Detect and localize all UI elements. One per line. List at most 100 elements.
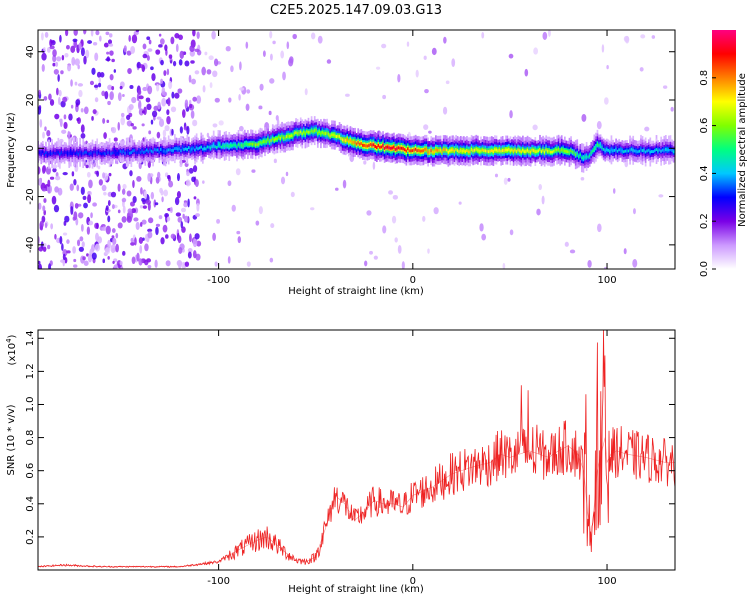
- spectrogram-cell: [236, 230, 241, 235]
- spectrogram-cell: [451, 58, 456, 68]
- spectrogram-ridge-cell: [466, 149, 468, 152]
- spectrogram-ridge-cell: [427, 150, 429, 154]
- spectrogram-cell: [285, 171, 289, 177]
- spectrogram-cell: [109, 73, 114, 81]
- spectrogram-panel: -100 0 100 -40 -20 0 20 40 Height of straight …: [6, 29, 676, 297]
- spectrogram-cell: [184, 261, 190, 267]
- spectrogram-ridge-cell: [587, 155, 589, 159]
- spectrogram-cell: [74, 58, 80, 66]
- spectrogram-cell: [235, 168, 241, 176]
- spectrogram-cell: [662, 85, 668, 89]
- spectrogram-ridge-cell: [542, 148, 544, 152]
- spectrogram-cell: [146, 103, 152, 111]
- spectrogram-cell: [52, 164, 58, 169]
- spectrogram-ridge-cell: [579, 153, 582, 157]
- spectrogram-ytick-label: 40: [25, 45, 36, 58]
- spectrogram-cell: [192, 165, 198, 173]
- spectrogram-cell: [103, 42, 109, 48]
- spectrogram-ridge-cell: [565, 150, 568, 153]
- spectrogram-cell: [73, 264, 78, 268]
- spectrogram-cell: [53, 204, 60, 213]
- spectrogram-ridge-cell: [299, 130, 302, 134]
- spectrogram-ridge-cell: [276, 137, 279, 141]
- spectrogram-cell: [140, 187, 143, 195]
- spectrogram-cell: [82, 256, 86, 261]
- spectrogram-ridge-cell: [536, 150, 538, 154]
- colorbar-tick-label: 0.2: [699, 213, 710, 229]
- spectrogram-cell: [139, 245, 143, 254]
- spectrogram-cell: [165, 234, 169, 239]
- spectrogram-ridge-cell: [626, 149, 628, 153]
- spectrogram-cell: [80, 133, 86, 139]
- spectrogram-ridge-cell: [375, 146, 378, 149]
- spectrogram-cell: [150, 191, 155, 200]
- spectrogram-ridge-cell: [343, 138, 346, 142]
- spectrogram-cell: [212, 123, 218, 128]
- spectrogram-ridge-cell: [181, 146, 184, 150]
- spectrogram-cell: [38, 202, 42, 210]
- colorbar-gradient: [712, 30, 736, 269]
- spectrogram-cell: [423, 124, 429, 130]
- spectrogram-ridge-cell: [349, 139, 352, 143]
- spectrogram-cell: [104, 90, 109, 100]
- spectrogram-cell: [92, 109, 97, 115]
- spectrogram-frame: [37, 29, 676, 270]
- spectrogram-cell: [138, 108, 144, 116]
- spectrogram-ridge-cell: [425, 147, 428, 151]
- spectrogram-cell: [168, 54, 173, 59]
- spectrogram-cell: [67, 64, 72, 72]
- spectrogram-cell: [74, 81, 78, 86]
- spectrogram-cell: [639, 67, 644, 72]
- spectrogram-cell: [171, 128, 174, 136]
- spectrogram-ridge-cell: [271, 137, 274, 141]
- spectrogram-cell: [227, 180, 232, 187]
- snr-ytick-label: 1.4: [25, 330, 36, 346]
- spectrogram-cell: [71, 171, 75, 177]
- spectrogram-cell: [269, 30, 273, 39]
- spectrogram-ridge-cell: [184, 147, 187, 151]
- spectrogram-ridge-cell: [259, 140, 262, 144]
- spectrogram-ridge-cell: [312, 130, 314, 133]
- spectrogram-ridge-cell: [355, 142, 358, 146]
- spectrogram-ridge-cell: [532, 149, 535, 153]
- spectrogram-cell: [154, 202, 159, 206]
- spectrogram-ridge-cell: [318, 130, 321, 134]
- spectrogram-ridge-cell: [563, 149, 566, 153]
- spectrogram-cell: [111, 235, 115, 239]
- spectrogram-cell: [49, 39, 53, 47]
- spectrogram-cell: [61, 54, 65, 61]
- spectrogram-cell: [163, 91, 168, 97]
- spectrogram-ridge-cell: [643, 148, 645, 152]
- spectrogram-cell: [121, 197, 127, 203]
- spectrogram-cell: [239, 87, 245, 91]
- spectrogram-ridge-cell: [234, 143, 237, 147]
- spectrogram-cell: [155, 223, 161, 227]
- spectrogram-ridge-cell: [627, 149, 630, 153]
- spectrogram-cell: [90, 30, 94, 37]
- spectrogram-cell: [166, 68, 170, 76]
- spectrogram-ridge-cell: [591, 149, 594, 153]
- spectrogram-cell: [196, 240, 202, 247]
- spectrogram-cell: [189, 103, 193, 109]
- spectrogram-ridge-cell: [559, 149, 562, 153]
- spectrogram-cell: [120, 112, 125, 118]
- spectrogram-ridge-cell: [288, 134, 291, 138]
- spectrogram-cell: [310, 32, 316, 40]
- spectrogram-cell: [280, 50, 285, 59]
- spectrogram-ridge-cell: [371, 143, 374, 147]
- spectrogram-cell: [130, 241, 135, 246]
- spectrogram-cell: [121, 188, 126, 195]
- spectrogram-cell: [58, 89, 62, 97]
- spectrogram-ridge-cell: [265, 140, 268, 143]
- spectrogram-cell: [381, 43, 387, 49]
- spectrogram-cell: [335, 187, 339, 191]
- spectrogram-cell: [52, 62, 56, 67]
- spectrogram-cell: [259, 83, 264, 91]
- spectrogram-cell: [509, 110, 513, 119]
- spectrogram-ridge-cell: [528, 150, 530, 153]
- spectrogram-ridge-cell: [543, 150, 546, 154]
- spectrogram-ridge-cell: [480, 149, 482, 153]
- spectrogram-cell: [96, 71, 102, 78]
- spectrogram-ridge-cell: [285, 135, 288, 138]
- spectrogram-cell: [397, 73, 401, 83]
